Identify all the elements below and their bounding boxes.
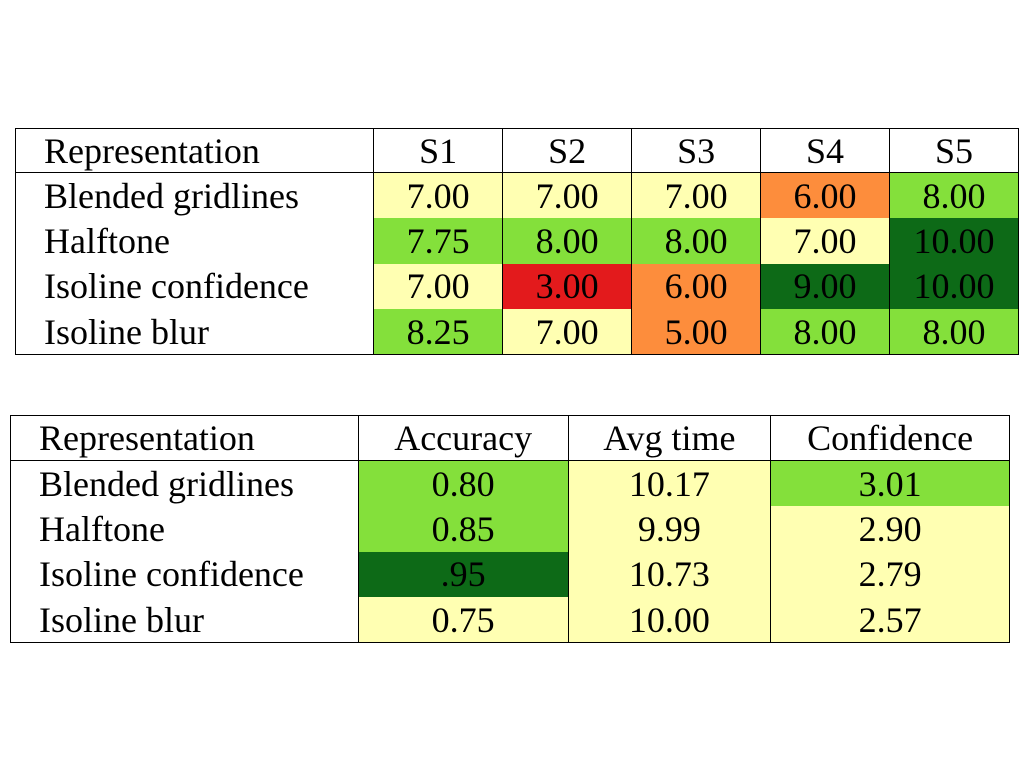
table-row: Blended gridlines 7.00 7.00 7.00 6.00 8.… bbox=[16, 172, 1019, 218]
value-cell: 0.85 bbox=[357, 506, 569, 552]
column-header: Confidence bbox=[770, 415, 1010, 461]
value-cell: 8.00 bbox=[889, 309, 1019, 355]
table-row: Blended gridlines 0.80 10.17 3.01 bbox=[11, 460, 1010, 506]
value-cell: 0.75 bbox=[357, 597, 569, 643]
value-cell: 7.00 bbox=[373, 263, 503, 309]
value-cell: 10.00 bbox=[889, 263, 1019, 309]
header-row: Representation S1 S2 S3 S4 S5 bbox=[15, 128, 1019, 173]
column-header: S5 bbox=[889, 128, 1019, 173]
column-header: S1 bbox=[373, 128, 503, 173]
value-cell: 3.00 bbox=[502, 263, 632, 309]
summary-table: Representation Accuracy Avg time Confide… bbox=[10, 415, 1010, 643]
row-label: Halftone bbox=[39, 508, 165, 549]
row-label: Isoline confidence bbox=[39, 554, 304, 595]
value-cell: 7.00 bbox=[502, 309, 632, 355]
value-cell: 2.79 bbox=[770, 551, 1010, 597]
value-cell: 5.00 bbox=[631, 309, 761, 355]
table-row: Halftone 7.75 8.00 8.00 7.00 10.00 bbox=[16, 218, 1019, 264]
value-cell: 10.17 bbox=[567, 460, 771, 506]
value-cell: 3.01 bbox=[770, 460, 1010, 506]
value-cell: 7.75 bbox=[373, 218, 503, 264]
row-label: Isoline confidence bbox=[44, 266, 309, 307]
table-row: Isoline blur 0.75 10.00 2.57 bbox=[11, 597, 1010, 643]
value-cell: 0.80 bbox=[357, 460, 569, 506]
column-header: Representation bbox=[10, 415, 359, 461]
scores-table: Representation S1 S2 S3 S4 S5 Blended gr… bbox=[15, 128, 1019, 355]
value-cell: 8.00 bbox=[502, 218, 632, 264]
value-cell: 9.99 bbox=[567, 506, 771, 552]
row-label: Isoline blur bbox=[39, 599, 204, 640]
value-cell: 2.90 bbox=[770, 506, 1010, 552]
column-header: S4 bbox=[760, 128, 890, 173]
value-cell: 8.25 bbox=[373, 309, 503, 355]
column-header: S3 bbox=[631, 128, 761, 173]
value-cell: 10.73 bbox=[567, 551, 771, 597]
value-cell: 10.00 bbox=[567, 597, 771, 643]
value-cell: 7.00 bbox=[373, 172, 503, 218]
value-cell: 8.00 bbox=[631, 218, 761, 264]
table-row: Isoline confidence 7.00 3.00 6.00 9.00 1… bbox=[16, 263, 1019, 309]
value-cell: 7.00 bbox=[502, 172, 632, 218]
row-label: Blended gridlines bbox=[44, 175, 299, 216]
table-row: Isoline blur 8.25 7.00 5.00 8.00 8.00 bbox=[16, 309, 1019, 355]
value-cell: 6.00 bbox=[760, 172, 890, 218]
value-cell: 7.00 bbox=[760, 218, 890, 264]
column-header: Representation bbox=[15, 128, 374, 173]
value-cell: 9.00 bbox=[760, 263, 890, 309]
table-row: Isoline confidence .95 10.73 2.79 bbox=[11, 551, 1010, 597]
value-cell: 10.00 bbox=[889, 218, 1019, 264]
header-row: Representation Accuracy Avg time Confide… bbox=[10, 415, 1010, 461]
value-cell: 8.00 bbox=[889, 172, 1019, 218]
value-cell: 2.57 bbox=[770, 597, 1010, 643]
row-label: Halftone bbox=[44, 220, 170, 261]
row-label: Isoline blur bbox=[44, 311, 209, 352]
value-cell: .95 bbox=[357, 551, 569, 597]
column-header: Accuracy bbox=[357, 415, 569, 461]
value-cell: 6.00 bbox=[631, 263, 761, 309]
value-cell: 7.00 bbox=[631, 172, 761, 218]
column-header: Avg time bbox=[567, 415, 771, 461]
table-row: Halftone 0.85 9.99 2.90 bbox=[11, 506, 1010, 552]
row-label: Blended gridlines bbox=[39, 463, 294, 504]
value-cell: 8.00 bbox=[760, 309, 890, 355]
column-header: S2 bbox=[502, 128, 632, 173]
